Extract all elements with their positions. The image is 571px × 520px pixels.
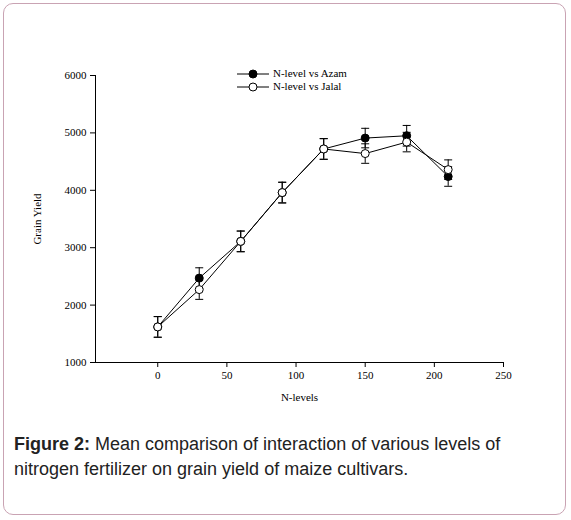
- svg-text:4000: 4000: [65, 184, 88, 196]
- svg-text:100: 100: [288, 369, 305, 381]
- svg-text:1000: 1000: [65, 356, 88, 368]
- html-text:Figure 2: Mean comparison of i: Figure 2: Mean comparison of interaction…: [14, 434, 501, 479]
- svg-text:Grain Yield: Grain Yield: [31, 193, 43, 245]
- svg-text:5000: 5000: [65, 126, 88, 138]
- svg-text:200: 200: [426, 369, 443, 381]
- svg-text:150: 150: [357, 369, 374, 381]
- html-text:N-level vs Azam: N-level vs Azam: [273, 67, 347, 79]
- svg-text:6000: 6000: [65, 69, 88, 81]
- svg-text:50: 50: [221, 369, 233, 381]
- svg-text:N-levels: N-levels: [281, 391, 318, 403]
- svg-text:250: 250: [495, 369, 512, 381]
- svg-text:3000: 3000: [65, 241, 88, 253]
- svg-text:2000: 2000: [65, 299, 88, 311]
- html-text:N-level vs Jalal: N-level vs Jalal: [273, 80, 342, 92]
- svg-text:0: 0: [155, 369, 161, 381]
